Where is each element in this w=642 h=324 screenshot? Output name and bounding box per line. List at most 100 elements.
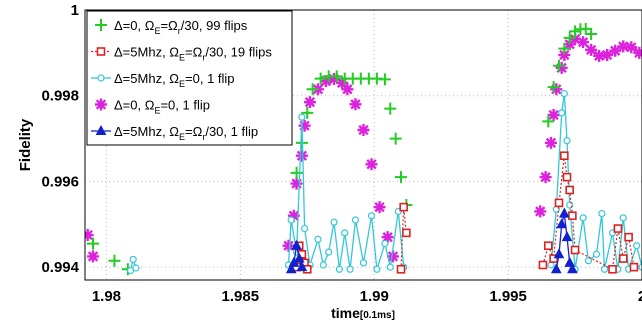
x-tick-label: 1.98	[92, 288, 121, 305]
legend-marker	[96, 47, 106, 56]
data-point	[550, 263, 562, 274]
data-point	[568, 211, 577, 221]
data-point	[285, 263, 297, 274]
legend-subscript: E	[179, 79, 185, 89]
data-point	[593, 49, 606, 62]
data-point	[381, 239, 389, 248]
data-point	[108, 254, 121, 267]
data-point	[357, 124, 370, 136]
data-point	[295, 149, 308, 162]
data-point	[549, 254, 558, 263]
data-point	[394, 171, 407, 184]
legend-marker	[95, 98, 107, 111]
y-axis-label: Fidelity	[17, 118, 34, 171]
y-tick-label: 0.996	[41, 173, 79, 190]
data-point	[633, 46, 642, 59]
data-point	[567, 263, 578, 274]
legend-subscript: r	[178, 26, 181, 36]
data-point	[547, 81, 560, 94]
data-point	[559, 207, 570, 218]
data-point	[87, 237, 100, 250]
data-point	[303, 96, 316, 109]
legend-text-part: =Ω	[160, 18, 178, 33]
data-point	[558, 42, 571, 55]
data-point	[633, 242, 641, 250]
data-point	[592, 250, 601, 258]
data-point	[563, 31, 576, 44]
legend-text-part: =0, 1 flip	[185, 71, 235, 86]
data-point	[625, 41, 638, 54]
x-tick-label: 1.995	[489, 288, 527, 305]
data-point	[629, 262, 639, 272]
data-point	[556, 218, 567, 229]
data-point	[399, 202, 408, 212]
data-point	[402, 228, 411, 238]
data-point	[544, 136, 557, 149]
legend-text-part: Δ=0, Ω	[114, 18, 155, 33]
data-point	[367, 212, 376, 220]
data-point	[298, 113, 306, 121]
data-point	[638, 263, 642, 271]
data-point	[584, 257, 593, 265]
data-point	[328, 73, 341, 85]
data-point	[558, 49, 571, 61]
data-point	[386, 250, 399, 263]
data-point	[351, 216, 360, 224]
y-tick-label: 1	[71, 2, 79, 19]
series-4	[285, 207, 578, 274]
x-tick-label: 1.985	[222, 288, 260, 305]
x-tick-label: 2	[638, 288, 642, 305]
data-point	[291, 239, 302, 250]
data-point	[619, 214, 627, 222]
data-point	[85, 229, 94, 241]
data-point	[534, 205, 547, 218]
legend-subscript: r	[202, 132, 205, 142]
series-3	[85, 33, 642, 263]
data-point	[561, 231, 573, 242]
data-point	[543, 241, 553, 251]
legend-subscript: E	[179, 53, 185, 63]
legend-label: Δ=5Mhz, ΩE=Ωr/30, 1 flip	[114, 124, 258, 142]
x-tick-label: 1.99	[360, 288, 389, 305]
data-point	[330, 218, 338, 226]
legend-label: Δ=5Mhz, ΩE=Ωr/30, 19 flips	[114, 45, 272, 63]
legend-text-part: /30, 19 flips	[205, 45, 272, 60]
data-point	[132, 264, 140, 272]
data-point	[542, 115, 555, 128]
legend-text-part: =Ω	[185, 124, 203, 139]
data-point	[585, 43, 598, 56]
legend-text-part: /30, 1 flip	[205, 124, 258, 139]
legend-entry: Δ=5Mhz, ΩE=Ωr/30, 19 flips	[91, 45, 272, 63]
data-point	[555, 61, 568, 74]
data-point	[600, 265, 609, 273]
data-point	[381, 231, 394, 244]
data-point	[560, 151, 569, 161]
legend-label: Δ=0, ΩE=Ωr/30, 99 flips	[114, 18, 248, 36]
legend-text-part: Δ=5Mhz, Ω	[114, 124, 179, 139]
x-axis-label: time[0.1ms]	[331, 305, 395, 321]
data-point	[624, 232, 633, 242]
data-point	[373, 201, 386, 214]
data-point	[538, 260, 548, 270]
data-point	[396, 264, 406, 274]
data-point	[129, 255, 137, 264]
data-point	[346, 265, 354, 273]
data-point	[325, 248, 333, 256]
axes: 1.98 1.985 1.99 1.995 2 0.994 0.996 0.998 1	[41, 2, 642, 305]
data-point	[373, 265, 381, 273]
legend-box	[86, 10, 293, 146]
legend-text-part: Δ=5Mhz, Ω	[114, 45, 179, 60]
y-tick-label: 0.998	[41, 88, 79, 105]
data-point	[547, 109, 560, 121]
series-line	[542, 155, 635, 271]
data-point	[577, 36, 590, 49]
legend-text-part: /30, 99 flips	[181, 18, 248, 33]
data-point	[618, 254, 628, 263]
data-point	[617, 40, 630, 53]
data-point	[314, 72, 327, 85]
data-point	[359, 259, 368, 267]
data-point	[579, 214, 587, 222]
legend-subscript: E	[179, 132, 185, 142]
legend-text-part: Δ=5Mhz, Ω	[114, 71, 179, 86]
data-point	[609, 44, 622, 57]
